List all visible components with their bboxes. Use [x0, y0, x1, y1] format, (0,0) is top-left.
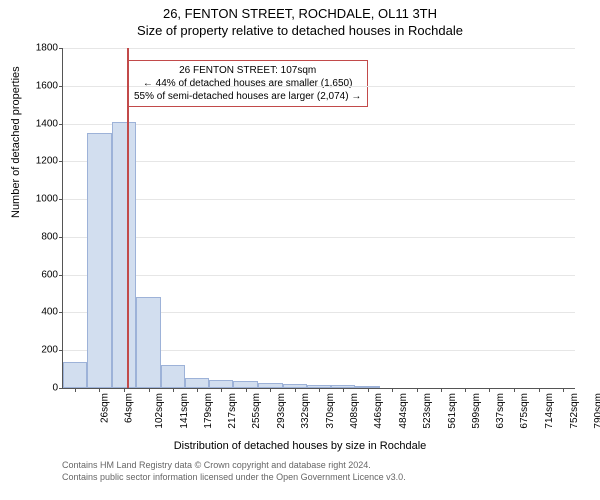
x-tick-label: 484sqm [398, 393, 409, 429]
title-line-2: Size of property relative to detached ho… [0, 21, 600, 42]
x-tick-label: 637sqm [495, 393, 506, 429]
x-tick-mark [197, 388, 198, 392]
footer-line-2: Contains public sector information licen… [62, 472, 406, 484]
annotation-line-2: ← 44% of detached houses are smaller (1,… [134, 77, 361, 90]
y-tick-label: 1200 [36, 156, 58, 167]
y-tick-label: 200 [41, 345, 58, 356]
gridline [63, 199, 575, 200]
y-tick-mark [59, 199, 63, 200]
x-tick-mark [392, 388, 393, 392]
gridline [63, 48, 575, 49]
x-tick-label: 561sqm [447, 393, 458, 429]
y-tick-mark [59, 388, 63, 389]
x-tick-mark [368, 388, 369, 392]
histogram-bar [209, 380, 233, 388]
y-tick-mark [59, 350, 63, 351]
x-tick-mark [75, 388, 76, 392]
x-tick-label: 332sqm [301, 393, 312, 429]
x-tick-label: 446sqm [373, 393, 384, 429]
x-tick-mark [489, 388, 490, 392]
x-tick-mark [99, 388, 100, 392]
x-tick-mark [149, 388, 150, 392]
x-tick-label: 370sqm [325, 393, 336, 429]
x-axis-label: Distribution of detached houses by size … [0, 440, 600, 452]
y-tick-label: 1400 [36, 118, 58, 129]
histogram-bar [63, 362, 87, 388]
histogram-bar [112, 122, 136, 388]
x-tick-mark [295, 388, 296, 392]
y-tick-label: 400 [41, 307, 58, 318]
x-tick-label: 255sqm [251, 393, 262, 429]
y-tick-mark [59, 124, 63, 125]
x-tick-label: 293sqm [276, 393, 287, 429]
y-tick-mark [59, 237, 63, 238]
x-tick-mark [343, 388, 344, 392]
x-tick-label: 752sqm [569, 393, 580, 429]
x-tick-mark [319, 388, 320, 392]
x-tick-mark [124, 388, 125, 392]
title-line-1: 26, FENTON STREET, ROCHDALE, OL11 3TH [0, 0, 600, 21]
gridline [63, 275, 575, 276]
x-tick-label: 141sqm [179, 393, 190, 429]
y-tick-label: 600 [41, 269, 58, 280]
y-tick-label: 1800 [36, 43, 58, 54]
histogram-bar [161, 365, 185, 388]
annotation-line-1: 26 FENTON STREET: 107sqm [134, 64, 361, 77]
x-tick-label: 102sqm [154, 393, 165, 429]
annotation-box: 26 FENTON STREET: 107sqm ← 44% of detach… [127, 60, 368, 107]
x-tick-label: 790sqm [593, 393, 600, 429]
histogram-bar [87, 133, 111, 388]
x-tick-mark [514, 388, 515, 392]
footer-attribution: Contains HM Land Registry data © Crown c… [62, 460, 406, 483]
x-tick-mark [270, 388, 271, 392]
gridline [63, 86, 575, 87]
annotation-line-3: 55% of semi-detached houses are larger (… [134, 90, 361, 103]
x-tick-mark [246, 388, 247, 392]
x-tick-label: 64sqm [124, 393, 135, 423]
x-tick-label: 179sqm [203, 393, 214, 429]
y-tick-mark [59, 161, 63, 162]
x-tick-mark [563, 388, 564, 392]
x-tick-mark [173, 388, 174, 392]
y-tick-label: 1600 [36, 80, 58, 91]
y-tick-label: 1000 [36, 194, 58, 205]
x-tick-label: 26sqm [100, 393, 111, 423]
y-tick-mark [59, 312, 63, 313]
marker-line [127, 48, 129, 388]
y-tick-mark [59, 275, 63, 276]
x-tick-mark [465, 388, 466, 392]
x-tick-label: 523sqm [422, 393, 433, 429]
y-tick-mark [59, 86, 63, 87]
footer-line-1: Contains HM Land Registry data © Crown c… [62, 460, 406, 472]
x-tick-mark [441, 388, 442, 392]
y-tick-mark [59, 48, 63, 49]
gridline [63, 161, 575, 162]
x-tick-label: 217sqm [227, 393, 238, 429]
x-tick-mark [539, 388, 540, 392]
chart-container: 26, FENTON STREET, ROCHDALE, OL11 3TH Si… [0, 0, 600, 500]
x-tick-mark [417, 388, 418, 392]
x-tick-label: 714sqm [544, 393, 555, 429]
y-tick-label: 0 [52, 383, 58, 394]
x-tick-mark [221, 388, 222, 392]
y-axis-label: Number of detached properties [10, 66, 22, 218]
x-tick-label: 675sqm [520, 393, 531, 429]
x-tick-label: 599sqm [471, 393, 482, 429]
histogram-bar [185, 378, 209, 388]
gridline [63, 237, 575, 238]
gridline [63, 124, 575, 125]
histogram-bar [233, 381, 258, 388]
plot-area: 26 FENTON STREET: 107sqm ← 44% of detach… [62, 48, 575, 389]
y-tick-label: 800 [41, 231, 58, 242]
x-tick-label: 408sqm [349, 393, 360, 429]
histogram-bar [136, 297, 161, 388]
